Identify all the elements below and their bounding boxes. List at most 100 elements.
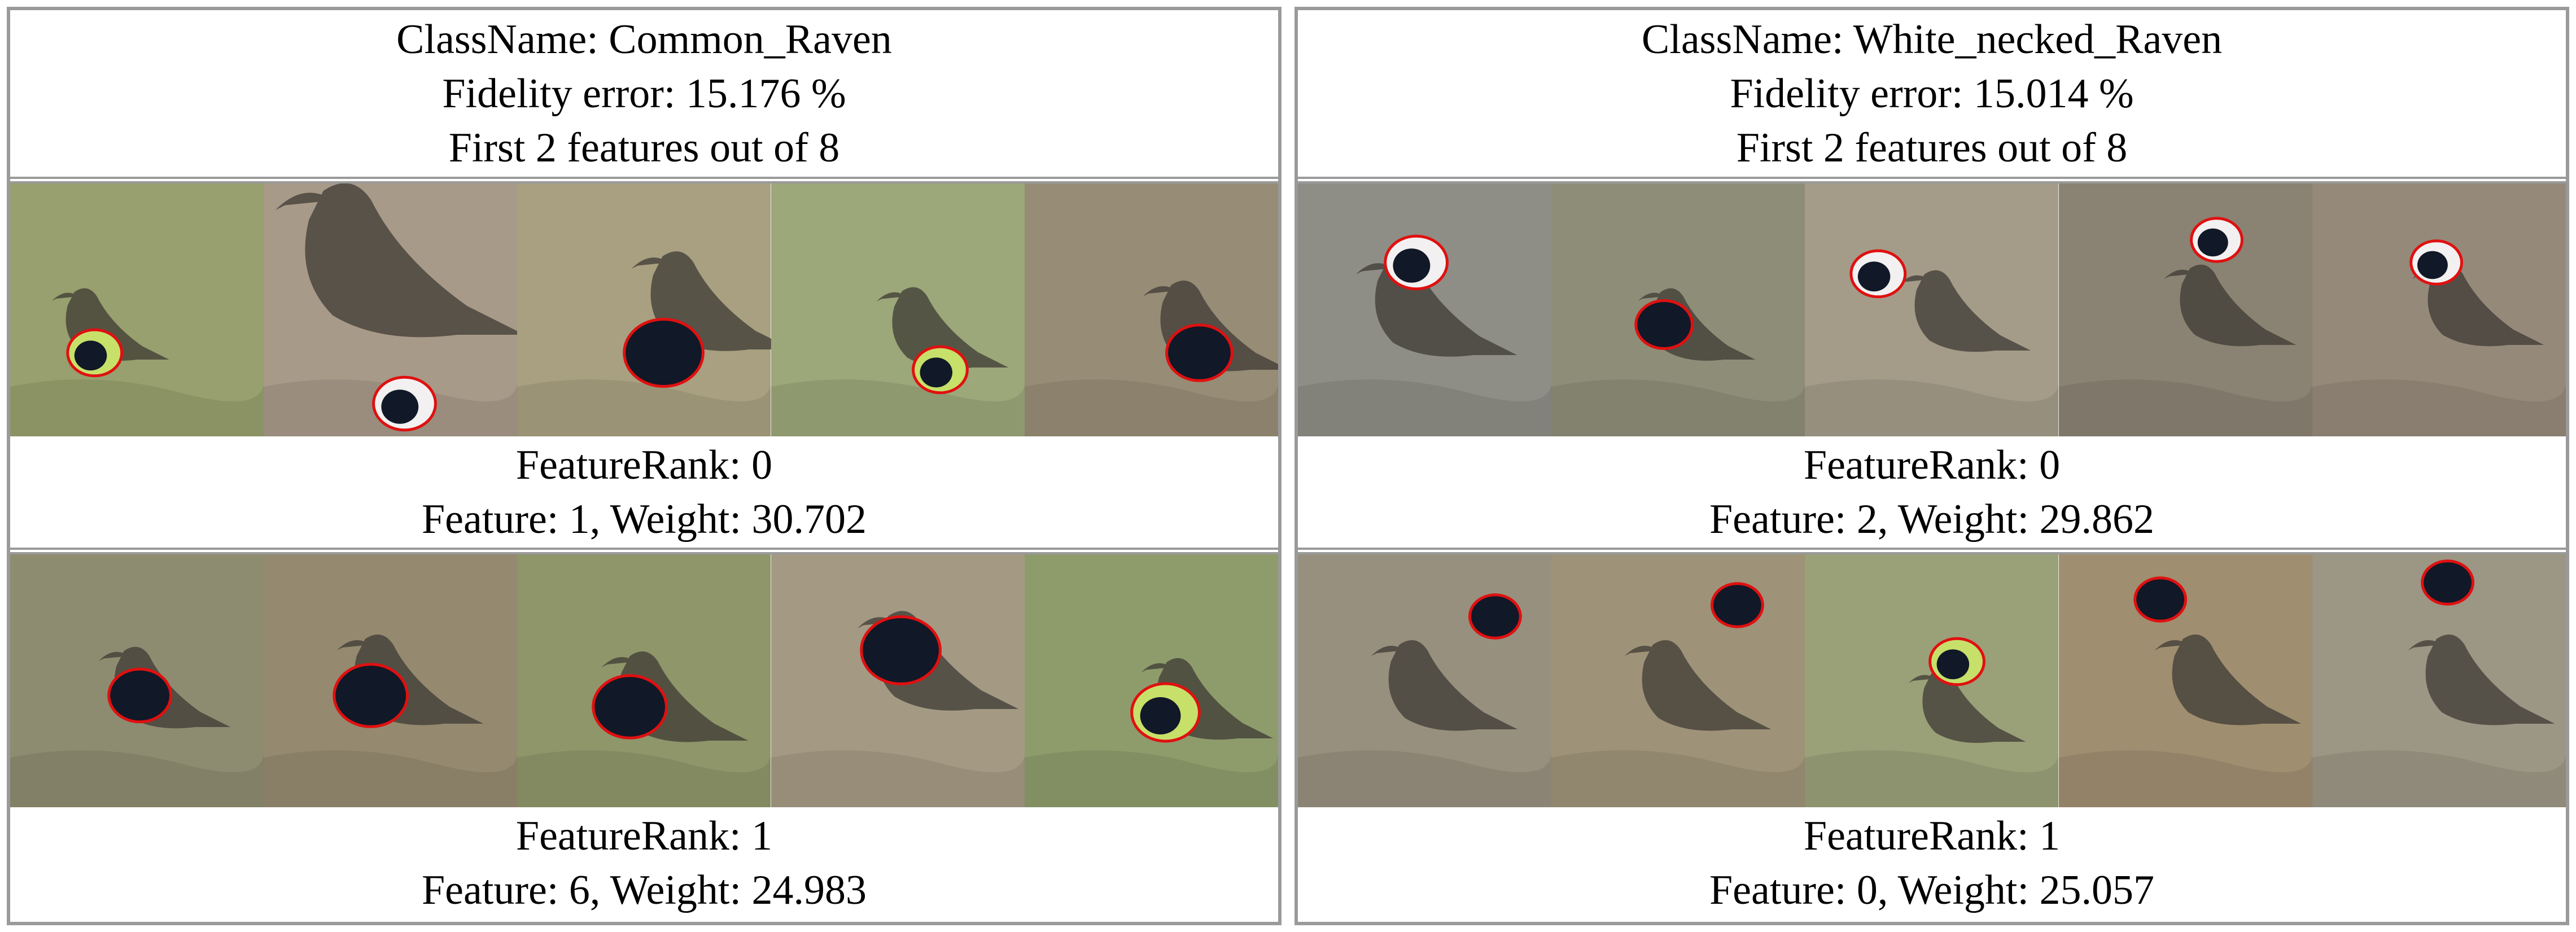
- raven-silhouette: [2412, 264, 2544, 347]
- feature-caption: FeatureRank: 1 Feature: 0, Weight: 25.05…: [1298, 807, 2566, 918]
- segment-dark-feathers: [2417, 251, 2448, 279]
- thumbnail-background: [1024, 554, 1279, 807]
- feature-rank-label: FeatureRank: 0: [1803, 441, 2061, 488]
- highlighted-segment: [1635, 300, 1692, 349]
- raven-silhouette: [1371, 640, 1518, 731]
- thumbnail-background: [10, 183, 264, 436]
- class-panel-white-necked-raven: ClassName: White_necked_Raven Fidelity e…: [1294, 7, 2569, 925]
- feature-image-strip: [1298, 554, 2566, 807]
- thumbnail-ground: [10, 750, 264, 807]
- feature-image-strip: [10, 183, 1279, 436]
- feature-weight-label: Feature: 6, Weight: 24.983: [421, 867, 867, 913]
- segment-outline: [107, 667, 172, 724]
- segment-dark-feathers: [1936, 649, 1970, 680]
- thumbnail-image: [2312, 554, 2566, 807]
- feature-image-strip: [10, 554, 1279, 807]
- feature-thumbnail: [264, 183, 518, 436]
- segment-outline: [1634, 299, 1694, 350]
- thumbnail-image: [771, 554, 1025, 807]
- thumbnail-ground: [2312, 750, 2566, 807]
- segment-outline: [333, 663, 409, 728]
- thumbnail-image: [1298, 554, 1552, 807]
- thumbnail-image: [1024, 183, 1279, 436]
- panel-header: ClassName: Common_Raven Fidelity error: …: [10, 10, 1278, 177]
- feature-thumbnail: [1298, 554, 1552, 807]
- segment-outline: [1849, 249, 1907, 299]
- segment-dark-feathers: [381, 390, 419, 424]
- segment-dark-feathers: [1858, 261, 1891, 292]
- raven-silhouette: [2164, 264, 2296, 347]
- feature-rank-label: FeatureRank: 1: [515, 812, 773, 859]
- feature-image-strip: [1298, 183, 2566, 436]
- raven-silhouette: [1909, 670, 2026, 743]
- feature-thumbnail: [10, 554, 264, 807]
- thumbnail-image: [10, 183, 264, 436]
- fidelity-error-label: Fidelity error: 15.176 %: [442, 70, 846, 117]
- raven-silhouette: [275, 183, 518, 338]
- thumbnail-ground: [1551, 379, 1805, 436]
- thumbnail-ground: [517, 379, 771, 436]
- feature-caption: FeatureRank: 0 Feature: 2, Weight: 29.86…: [1298, 436, 2566, 548]
- feature-visualization-page: ClassName: Common_Raven Fidelity error: …: [7, 7, 2569, 925]
- thumbnail-ground: [2312, 379, 2566, 436]
- thumbnail-ground: [1024, 750, 1279, 807]
- thumbnail-image: [2058, 183, 2312, 436]
- thumbnail-image: [517, 183, 771, 436]
- segment-outline: [2189, 217, 2243, 263]
- thumbnail-image: [2058, 554, 2312, 807]
- feature-thumbnail: [2058, 554, 2312, 807]
- feature-weight-label: Feature: 0, Weight: 25.057: [1709, 867, 2155, 913]
- segment-outline: [859, 615, 942, 685]
- thumbnail-ground: [1298, 379, 1552, 436]
- segment-dark-feathers: [920, 357, 952, 388]
- class-name-label: ClassName: Common_Raven: [396, 16, 892, 63]
- segment-outline: [1711, 582, 1765, 628]
- raven-silhouette: [876, 287, 1008, 369]
- thumbnail-ground: [1805, 379, 2059, 436]
- highlighted-segment: [2135, 577, 2186, 622]
- features-summary-label: First 2 features out of 8: [448, 124, 840, 171]
- raven-silhouette: [2408, 635, 2555, 725]
- feature-thumbnail: [1024, 183, 1279, 436]
- thumbnail-ground: [2058, 750, 2312, 807]
- thumbnail-ground: [1024, 379, 1279, 436]
- segment-outline: [1468, 593, 1522, 640]
- thumbnail-ground: [1298, 750, 1552, 807]
- highlighted-segment: [1469, 594, 1521, 638]
- highlighted-segment: [593, 675, 667, 738]
- feature-caption: FeatureRank: 0 Feature: 1, Weight: 30.70…: [10, 436, 1278, 548]
- thumbnail-image: [1805, 554, 2059, 807]
- feature-thumbnail: [1551, 183, 1805, 436]
- feature-thumbnail: [2312, 183, 2566, 436]
- thumbnail-image: [771, 183, 1025, 436]
- thumbnail-ground: [771, 750, 1025, 807]
- raven-silhouette: [2154, 635, 2301, 725]
- segment-outline: [911, 345, 969, 395]
- thumbnail-image: [1551, 554, 1805, 807]
- raven-silhouette: [1899, 270, 2031, 352]
- divider: [1298, 548, 2566, 554]
- thumbnail-ground: [517, 750, 771, 807]
- segment-dark-feathers: [2197, 228, 2228, 257]
- feature-thumbnail: [2312, 554, 2566, 807]
- feature-caption: FeatureRank: 1 Feature: 6, Weight: 24.98…: [10, 807, 1278, 918]
- segment-outline: [592, 674, 668, 740]
- thumbnail-image: [1024, 554, 1279, 807]
- divider: [10, 548, 1278, 554]
- feature-thumbnail: [1805, 183, 2059, 436]
- feature-weight-label: Feature: 2, Weight: 29.862: [1709, 496, 2155, 542]
- thumbnail-image: [517, 554, 771, 807]
- highlighted-segment: [624, 319, 703, 387]
- highlighted-segment: [1712, 583, 1763, 627]
- feature-thumbnail: [1805, 554, 2059, 807]
- feature-weight-label: Feature: 1, Weight: 30.702: [421, 496, 867, 542]
- class-name-label: ClassName: White_necked_Raven: [1641, 16, 2223, 63]
- thumbnail-ground: [771, 379, 1025, 436]
- segment-outline: [623, 318, 705, 388]
- segment-outline: [1928, 637, 1986, 686]
- feature-thumbnail: [1551, 554, 1805, 807]
- thumbnail-image: [264, 554, 518, 807]
- highlighted-segment: [334, 664, 408, 727]
- thumbnail-image: [264, 183, 518, 436]
- segment-outline: [66, 328, 124, 378]
